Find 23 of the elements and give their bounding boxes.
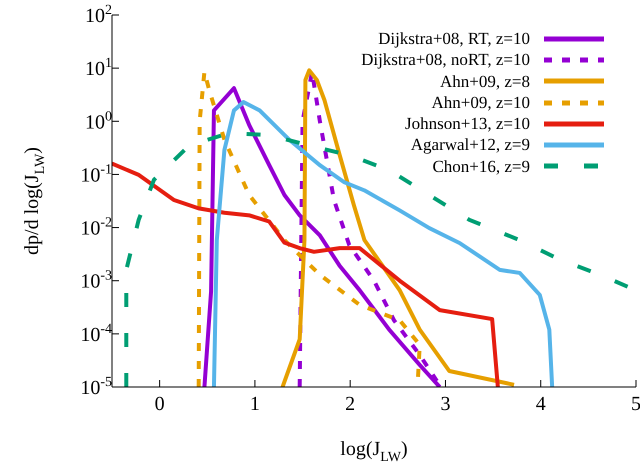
x-tick-label: 2 xyxy=(345,393,356,415)
y-tick-label: 10$^{0}$ xyxy=(85,109,112,134)
legend-label: Ahn+09, z=8 xyxy=(440,70,530,92)
legend-label: Agarwal+12, z=9 xyxy=(410,134,530,156)
legend-label: Ahn+09, z=10 xyxy=(432,92,530,114)
legend-label: Chon+16, z=9 xyxy=(432,156,530,178)
y-tick-label: 10$^{-1}$ xyxy=(80,162,112,186)
y-tick-label: 10$^{-5}$ xyxy=(80,375,112,399)
y-tick-label: 10$^{-4}$ xyxy=(80,322,112,346)
x-tick-label: 0 xyxy=(154,393,165,415)
y-tick-label: 10$^{1}$ xyxy=(85,56,112,80)
y-tick-label: 10$^{-3}$ xyxy=(80,268,112,293)
y-tick-label: 10$^{2}$ xyxy=(85,3,112,27)
legend-label: Johnson+13, z=10 xyxy=(405,113,530,134)
legend-label: Dijkstra+08, noRT, z=10 xyxy=(361,49,530,71)
x-tick-label: 3 xyxy=(440,393,450,415)
x-axis-title: log(J$_{LW}$) xyxy=(340,438,408,465)
x-tick-label: 5 xyxy=(631,393,640,415)
y-tick-label: 10$^{-2}$ xyxy=(80,216,112,240)
legend-label: Dijkstra+08, RT, z=10 xyxy=(378,28,530,50)
x-tick-label: 4 xyxy=(536,393,546,415)
x-tick-label: 1 xyxy=(250,393,260,415)
line-series xyxy=(112,162,500,387)
